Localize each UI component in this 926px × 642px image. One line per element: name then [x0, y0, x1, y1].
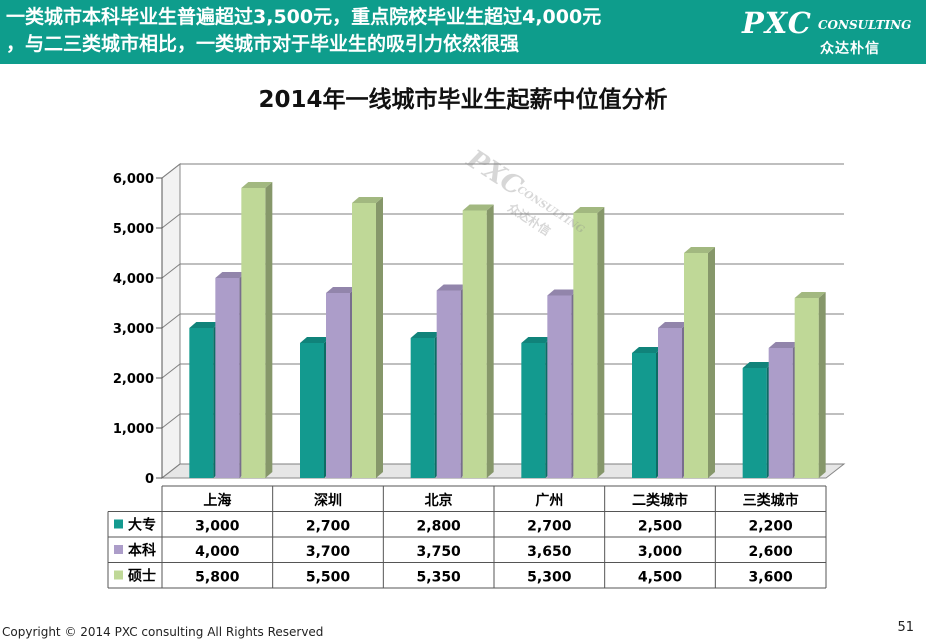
gridline-diagonal	[161, 413, 181, 429]
headline-line-2: ，与二三类城市相比，一类城市对于毕业生的吸引力依然很强	[6, 33, 520, 55]
bar-top	[632, 347, 663, 353]
legend-label: 本科	[128, 542, 156, 559]
bar-top	[658, 322, 689, 328]
data-table-cell: 3,650	[527, 544, 572, 560]
bar-side	[708, 247, 715, 478]
legend-swatch	[114, 570, 123, 580]
data-table-cell: 2,700	[527, 519, 572, 535]
y-tick-label: 2,000	[113, 372, 154, 387]
gridline-diagonal	[161, 263, 181, 279]
y-tick-label: 5,000	[113, 222, 154, 237]
gridline-diagonal	[161, 463, 181, 479]
x-category-label: 三类城市	[743, 492, 799, 509]
bar	[241, 188, 266, 478]
legend-swatch	[114, 519, 123, 529]
bar-top	[326, 287, 357, 293]
data-table-cell: 5,300	[527, 570, 572, 586]
bar	[189, 328, 214, 478]
logo-main-text: PXC	[742, 6, 812, 40]
gridline-diagonal	[161, 313, 181, 329]
company-logo: PXC CONSULTING 众达朴信	[738, 6, 920, 58]
bar-top	[215, 272, 247, 278]
y-tick-label: 3,000	[113, 322, 154, 337]
y-tick-label: 6,000	[113, 172, 154, 187]
x-category-label: 深圳	[314, 492, 342, 509]
bar-side	[265, 182, 273, 478]
bar-top	[684, 247, 715, 253]
bar	[768, 348, 793, 478]
bar-side	[486, 204, 494, 478]
bar-top	[547, 289, 579, 296]
bar-top	[573, 207, 605, 213]
legend-swatch	[114, 545, 123, 554]
bar-top	[352, 197, 383, 203]
data-table-cell: 3,750	[417, 544, 462, 560]
bar	[352, 203, 376, 478]
headline-line-1: 一类城市本科毕业生普遍超过3,500元，重点院校毕业生超过4,000元	[6, 6, 602, 28]
bar	[521, 343, 546, 478]
bar	[547, 295, 572, 478]
y-tick-label: 4,000	[113, 272, 154, 287]
data-table-cell: 3,000	[195, 519, 240, 535]
bar	[410, 338, 435, 478]
bar	[462, 210, 487, 478]
bar-top	[189, 322, 221, 328]
bar	[436, 290, 461, 478]
data-table-cell: 3,000	[638, 544, 683, 560]
x-category-label: 广州	[535, 492, 563, 509]
header-banner: 一类城市本科毕业生普遍超过3,500元，重点院校毕业生超过4,000元 ，与二三…	[0, 0, 926, 64]
chart-title: 2014年一线城市毕业生起薪中位值分析	[258, 87, 668, 113]
bar-top	[742, 362, 774, 368]
bar-side	[818, 292, 826, 478]
data-table-cell: 5,500	[306, 570, 351, 586]
data-table-cell: 2,500	[638, 519, 683, 535]
bar-top	[521, 337, 553, 343]
bar-side	[597, 207, 605, 478]
bar-top	[794, 292, 826, 298]
data-table-cell: 2,600	[749, 544, 794, 560]
bar-top	[462, 204, 494, 211]
copyright-footer: Copyright © 2014 PXC consulting All Righ…	[2, 625, 324, 639]
bar-top	[768, 342, 800, 348]
gridline-diagonal	[161, 163, 181, 179]
bar-side	[376, 197, 383, 478]
bar	[573, 213, 598, 478]
data-table-cell: 3,700	[306, 544, 351, 560]
bar	[632, 353, 656, 478]
data-table-cell: 4,500	[638, 570, 683, 586]
bar	[794, 298, 819, 478]
data-table-cell: 3,600	[749, 570, 794, 586]
data-table-cell: 5,800	[195, 570, 240, 586]
headline: 一类城市本科毕业生普遍超过3,500元，重点院校毕业生超过4,000元 ，与二三…	[6, 4, 736, 58]
x-category-label: 上海	[203, 492, 231, 509]
bar-top	[241, 182, 273, 188]
data-table-cell: 2,800	[417, 519, 462, 535]
y-tick-label: 1,000	[113, 422, 154, 437]
legend-label: 大专	[128, 517, 156, 534]
legend-label: 硕士	[128, 568, 156, 585]
logo-chinese-text: 众达朴信	[820, 41, 880, 57]
data-table-cell: 2,700	[306, 519, 351, 535]
x-category-label: 二类城市	[632, 492, 688, 509]
bar	[684, 253, 708, 478]
bar-top	[410, 332, 442, 338]
data-table-cell: 5,350	[417, 570, 462, 586]
bar	[658, 328, 682, 478]
data-table-cell: 2,200	[749, 519, 794, 535]
gridline-diagonal	[161, 213, 181, 229]
x-category-label: 北京	[425, 492, 453, 509]
bar-top	[300, 337, 331, 343]
bar	[215, 278, 240, 478]
y-tick-label: 0	[145, 472, 154, 487]
bar	[742, 368, 767, 478]
data-table-cell: 4,000	[195, 544, 240, 560]
page-number: 51	[897, 620, 914, 635]
logo-sub-text: CONSULTING	[818, 18, 912, 32]
bar	[300, 343, 324, 478]
bar	[326, 293, 350, 478]
bar-top	[436, 284, 468, 291]
gridline-diagonal	[161, 363, 181, 379]
